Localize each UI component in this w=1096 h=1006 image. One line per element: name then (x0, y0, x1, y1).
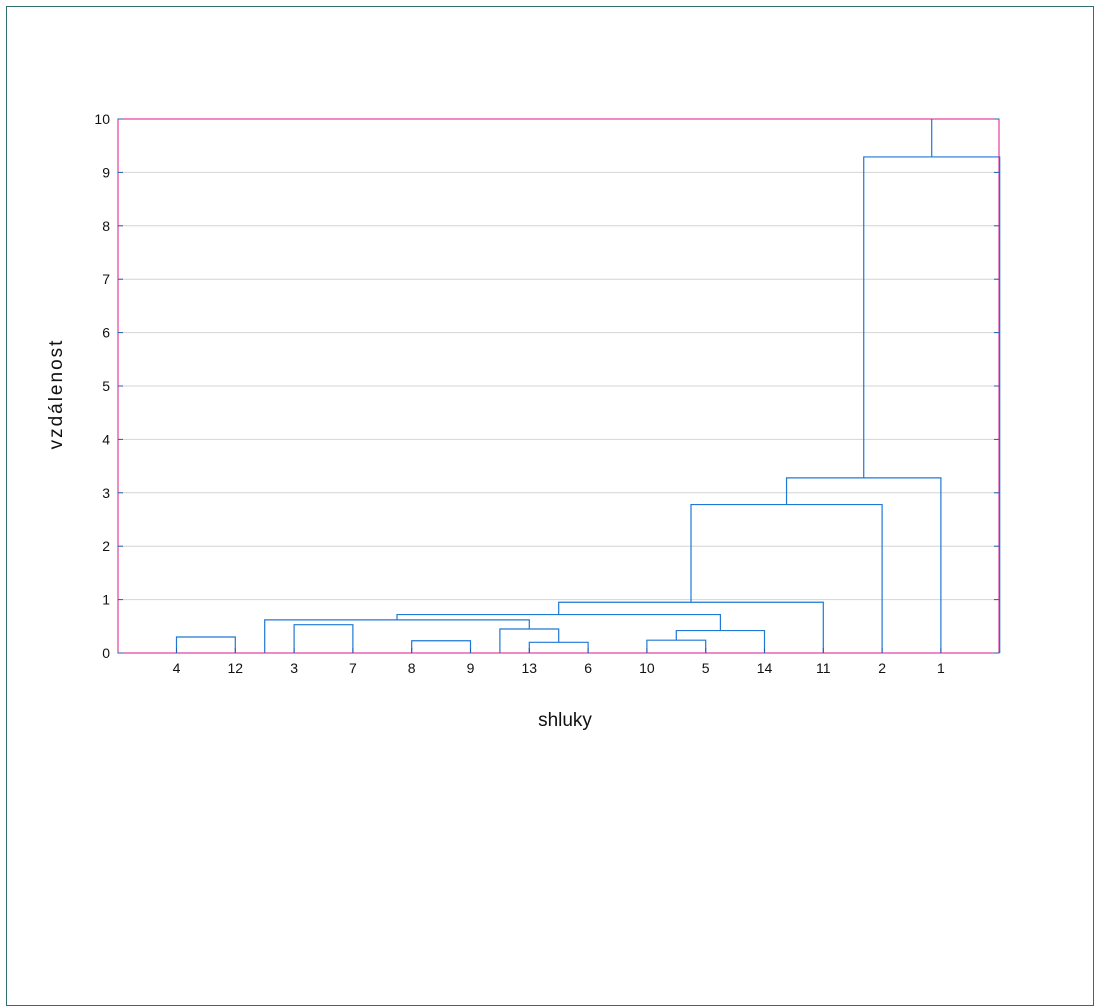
x-tick-label: 5 (702, 660, 710, 676)
x-axis-ticks: 4 12 3 7 8 9 13 6 10 5 14 11 2 1 (173, 648, 945, 676)
y-tick-label: 0 (102, 645, 110, 661)
dendrogram-link (293, 624, 354, 653)
x-tick-label: 10 (639, 660, 655, 676)
grid-lines (118, 171, 999, 601)
x-tick-label: 8 (408, 660, 416, 676)
y-tick-label: 7 (102, 271, 110, 287)
dendrogram-link (528, 641, 589, 653)
dendrogram-link (675, 629, 766, 653)
y-tick-label: 5 (102, 378, 110, 394)
dendrogram-link (863, 156, 1001, 653)
x-axis-label: shluky (538, 710, 592, 731)
y-tick-label: 1 (102, 592, 110, 608)
x-tick-label: 12 (228, 660, 244, 676)
x-tick-label: 4 (173, 660, 181, 676)
y-tick-label: 6 (102, 325, 110, 341)
y-tick-label: 8 (102, 218, 110, 234)
y-tick-label: 2 (102, 538, 110, 554)
dendrogram-link (646, 639, 707, 653)
dendrogram-link (558, 601, 824, 653)
x-tick-label: 7 (349, 660, 357, 676)
x-tick-label: 2 (878, 660, 886, 676)
dendrogram-link (175, 636, 236, 653)
dendrogram-link (396, 613, 721, 631)
y-tick-label: 3 (102, 485, 110, 501)
x-tick-label: 9 (467, 660, 475, 676)
y-tick-label: 10 (94, 111, 110, 127)
y-axis-label: vzdálenost (46, 339, 67, 450)
y-axis-ticks: 0 1 2 3 4 5 6 7 8 9 10 (94, 111, 999, 661)
y-tick-label: 9 (102, 164, 110, 180)
dendrogram-link (411, 640, 472, 653)
x-tick-label: 11 (816, 660, 831, 676)
dendrogram-links (175, 119, 1001, 653)
x-tick-label: 14 (757, 660, 773, 676)
y-tick-label: 4 (102, 431, 110, 447)
x-tick-label: 3 (290, 660, 298, 676)
x-tick-label: 1 (937, 660, 945, 676)
x-tick-label: 13 (522, 660, 538, 676)
x-tick-label: 6 (584, 660, 592, 676)
